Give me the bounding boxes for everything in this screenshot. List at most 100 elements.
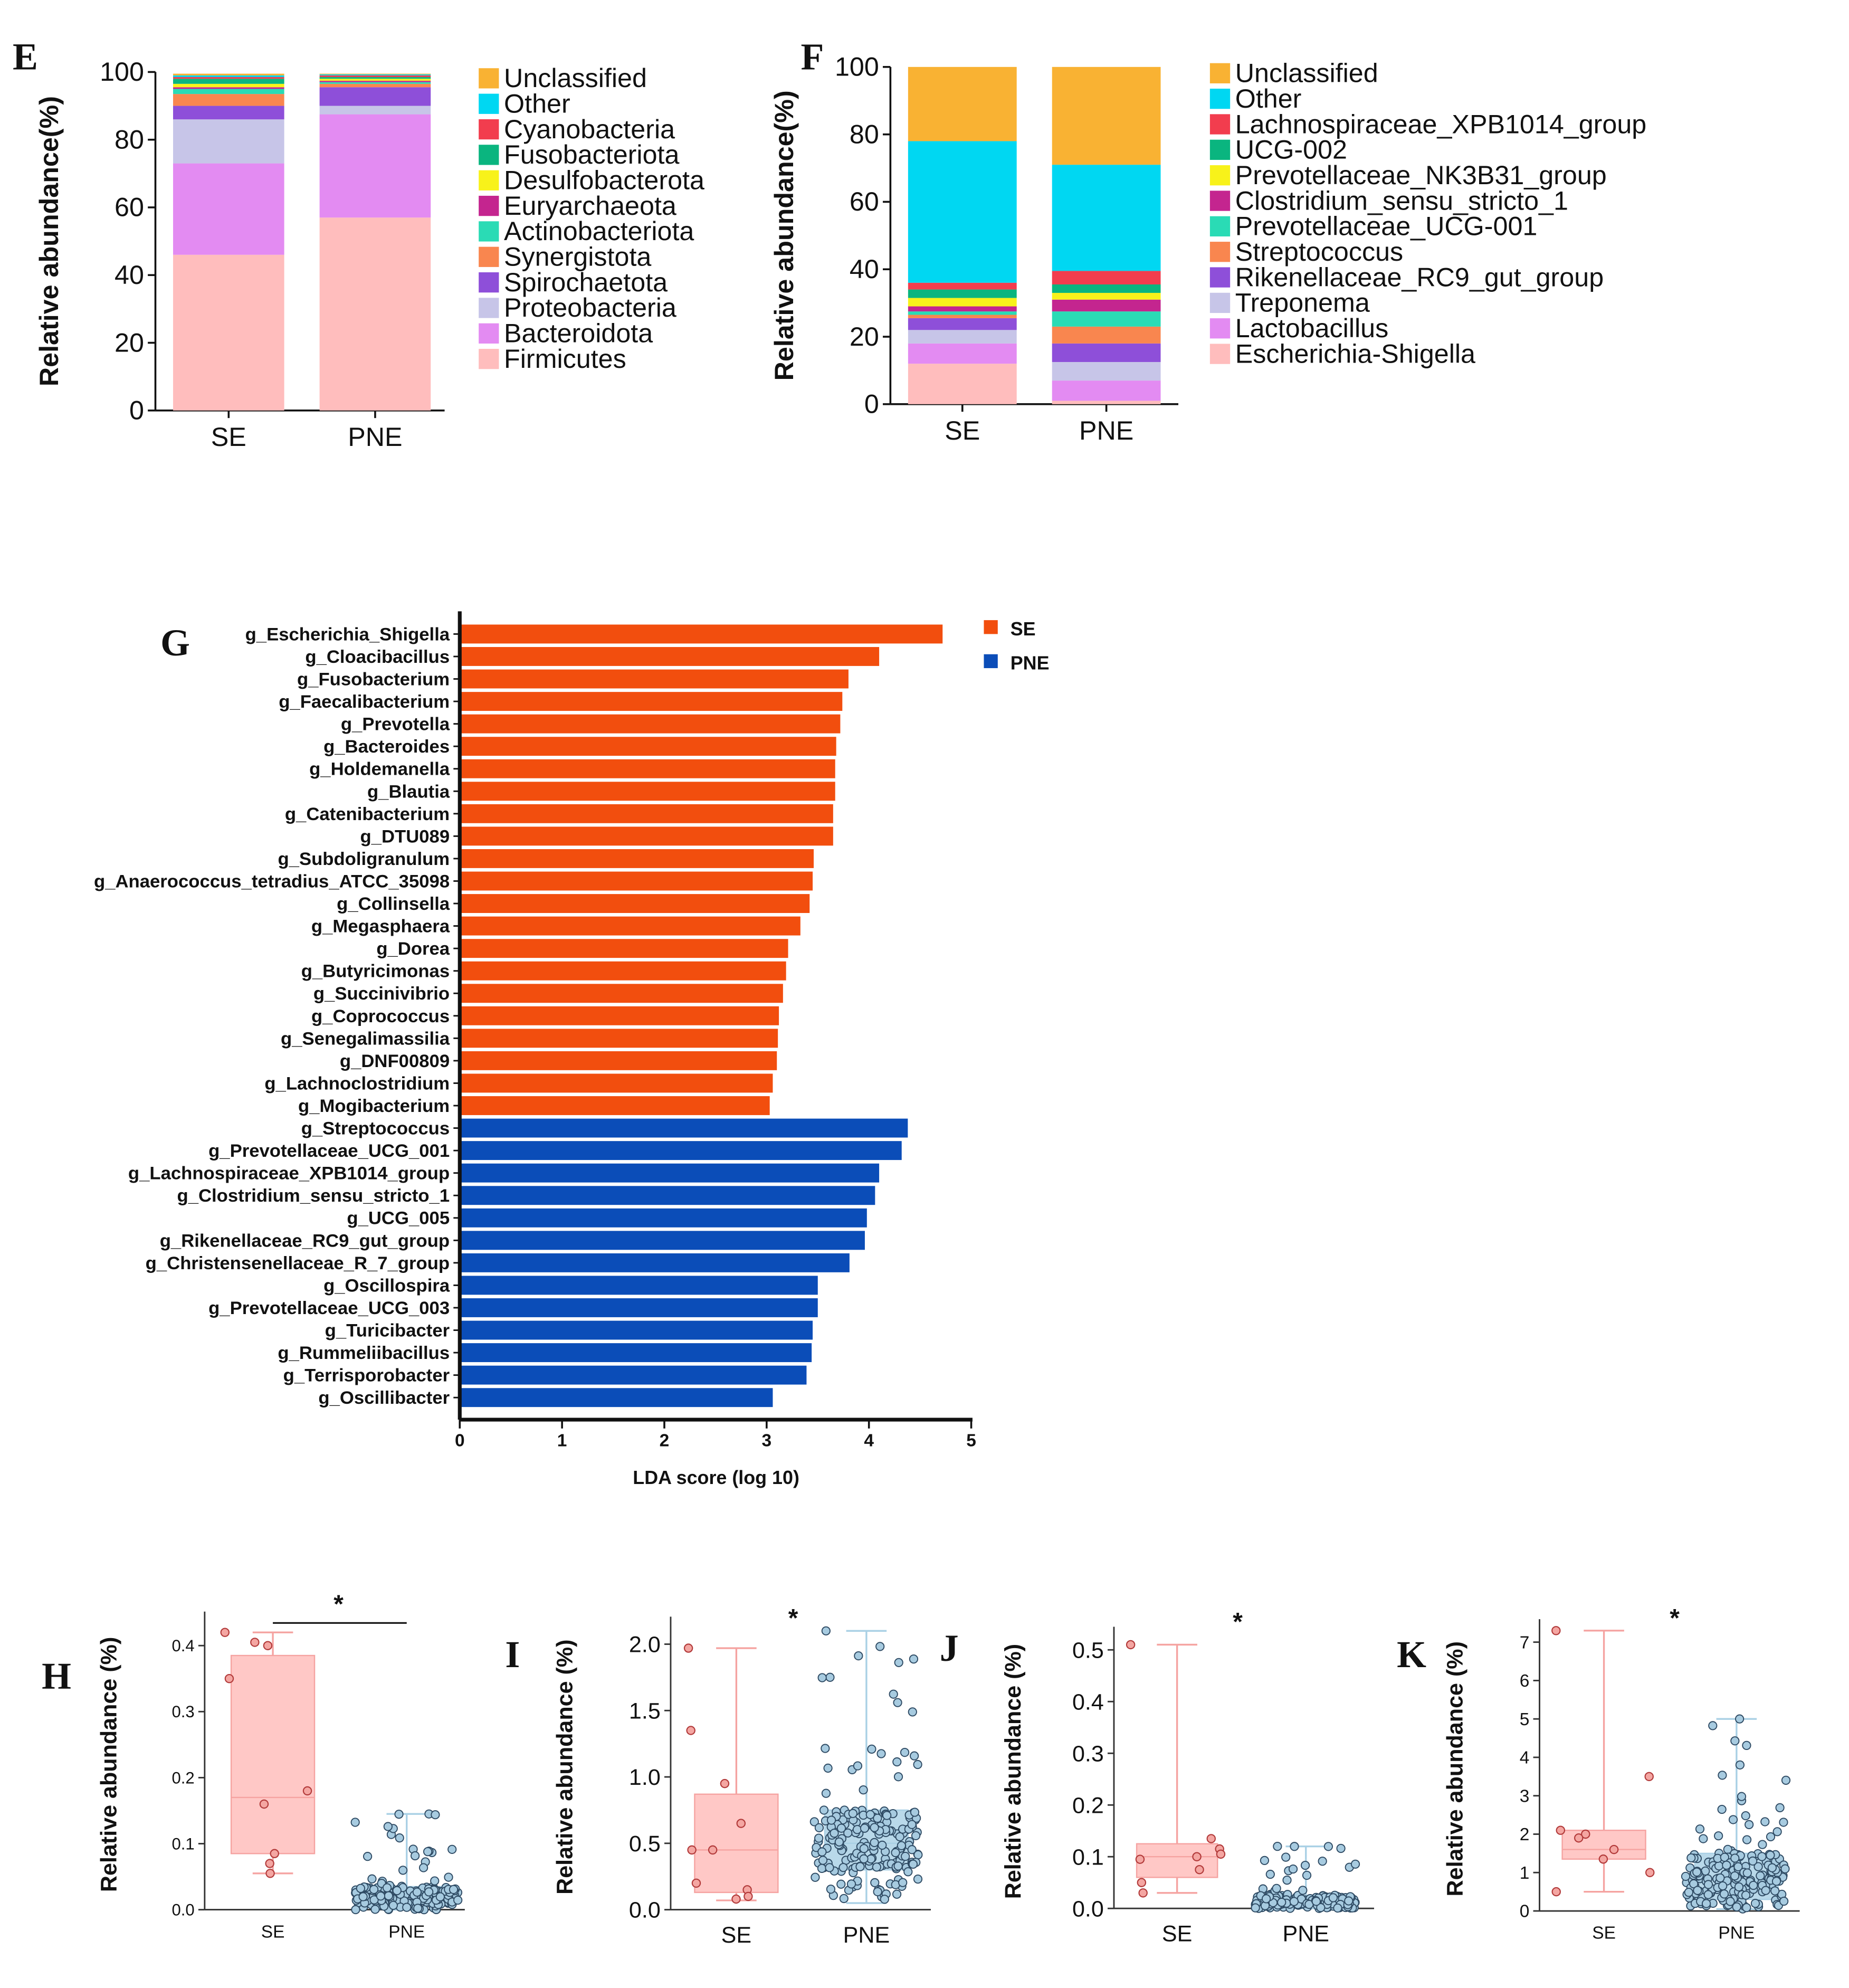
y-tick-label: 0.4 bbox=[1072, 1689, 1104, 1715]
data-point bbox=[1715, 1873, 1725, 1883]
bar-segment bbox=[173, 119, 284, 164]
data-point bbox=[854, 1651, 863, 1661]
bar-segment bbox=[1052, 271, 1161, 284]
data-point bbox=[1714, 1861, 1724, 1871]
data-point bbox=[823, 1763, 833, 1773]
y-tick-label: 0.1 bbox=[171, 1834, 194, 1853]
y-tick-label: 80 bbox=[850, 119, 879, 149]
data-point bbox=[259, 1799, 269, 1809]
lda-bar bbox=[460, 1320, 813, 1340]
data-point bbox=[1328, 1893, 1338, 1903]
legend-swatch bbox=[1209, 267, 1231, 288]
data-point bbox=[265, 1869, 275, 1878]
x-tick-label: SE bbox=[1162, 1921, 1192, 1946]
data-point bbox=[1681, 1871, 1691, 1881]
data-point bbox=[1277, 1898, 1286, 1907]
data-point bbox=[1323, 1842, 1333, 1851]
data-point bbox=[1701, 1899, 1711, 1908]
data-point bbox=[376, 1891, 386, 1901]
data-point bbox=[1126, 1640, 1136, 1650]
data-point bbox=[1192, 1852, 1202, 1861]
data-point bbox=[1556, 1825, 1566, 1835]
panel-e-chart: 0 20 40 60 80 100 Relative abundance(%) SE PNE Un… bbox=[34, 57, 704, 452]
bar-segment bbox=[1052, 66, 1161, 165]
lda-bar bbox=[460, 826, 833, 846]
data-point bbox=[809, 1817, 819, 1827]
lda-bar bbox=[460, 1343, 812, 1363]
data-point bbox=[412, 1887, 422, 1897]
data-point bbox=[449, 1885, 459, 1894]
data-point bbox=[907, 1845, 917, 1854]
y-tick-label: 60 bbox=[115, 193, 144, 222]
taxon-label: g_Prevotellaceae_UCG_003 bbox=[208, 1298, 450, 1318]
y-axis-title: Relative abundance (%) bbox=[1443, 1641, 1468, 1896]
legend-label: Firmicutes bbox=[504, 344, 626, 374]
data-point bbox=[1350, 1859, 1360, 1869]
y-tick-label: 20 bbox=[115, 328, 144, 357]
data-point bbox=[1318, 1857, 1327, 1866]
lda-bar bbox=[460, 692, 843, 711]
legend-swatch bbox=[479, 145, 499, 165]
data-point bbox=[836, 1879, 846, 1889]
bar-segment bbox=[908, 311, 1017, 315]
data-point bbox=[821, 1744, 830, 1753]
data-point bbox=[875, 1642, 885, 1651]
bar-segment bbox=[319, 83, 431, 88]
panel-label-e: E bbox=[13, 36, 38, 78]
lda-bar bbox=[460, 871, 813, 891]
bar-segment bbox=[173, 87, 284, 89]
legend-swatch bbox=[1209, 139, 1231, 160]
data-point bbox=[384, 1891, 394, 1900]
legend-label: Other bbox=[1235, 84, 1302, 113]
data-point bbox=[369, 1885, 379, 1894]
taxon-label: g_UCG_005 bbox=[347, 1209, 450, 1229]
data-point bbox=[1703, 1890, 1713, 1899]
data-point bbox=[870, 1823, 879, 1832]
data-point bbox=[444, 1872, 453, 1882]
data-point bbox=[1708, 1721, 1718, 1730]
lda-bar bbox=[460, 939, 788, 958]
significance-mark: * bbox=[333, 1591, 344, 1619]
bar-segment bbox=[319, 106, 431, 115]
bar-segment bbox=[319, 114, 431, 218]
y-tick-label: 1.5 bbox=[629, 1698, 661, 1724]
bar-segment bbox=[173, 77, 284, 79]
data-point bbox=[1770, 1886, 1780, 1896]
taxon-label: g_Megasphaera bbox=[311, 917, 450, 937]
bar-segment bbox=[173, 163, 284, 255]
x-tick-label: PNE bbox=[348, 422, 402, 452]
bar-segment bbox=[319, 75, 431, 78]
data-point bbox=[903, 1867, 913, 1877]
legend-swatch bbox=[479, 119, 499, 140]
data-point bbox=[852, 1825, 862, 1834]
data-point bbox=[1771, 1877, 1781, 1886]
data-point bbox=[350, 1818, 360, 1827]
data-point bbox=[1760, 1817, 1770, 1827]
data-point bbox=[1703, 1880, 1713, 1889]
x-tick-label: PNE bbox=[1282, 1921, 1329, 1946]
data-point bbox=[1741, 1811, 1750, 1821]
data-point bbox=[873, 1887, 882, 1897]
data-point bbox=[1138, 1888, 1148, 1898]
lda-bar bbox=[460, 1186, 875, 1205]
data-point bbox=[1758, 1840, 1767, 1849]
data-point bbox=[1753, 1862, 1763, 1871]
data-point bbox=[1735, 1760, 1745, 1770]
legend-swatch bbox=[479, 93, 499, 114]
taxon-label: g_DTU089 bbox=[360, 826, 450, 846]
data-point bbox=[853, 1761, 863, 1771]
data-point bbox=[1780, 1864, 1790, 1873]
legend-swatch bbox=[479, 246, 499, 267]
legend-label: Bacteroidota bbox=[504, 319, 653, 348]
data-point bbox=[398, 1866, 408, 1875]
data-point bbox=[817, 1847, 827, 1857]
lda-bar bbox=[460, 894, 810, 913]
data-point bbox=[367, 1874, 377, 1884]
panel-label-g: G bbox=[160, 622, 190, 664]
data-point bbox=[873, 1813, 882, 1823]
significance-mark: * bbox=[1670, 1605, 1680, 1633]
data-point bbox=[811, 1872, 820, 1882]
data-point bbox=[431, 1810, 440, 1820]
data-point bbox=[1781, 1775, 1791, 1785]
y-tick-label: 4 bbox=[1520, 1748, 1530, 1768]
